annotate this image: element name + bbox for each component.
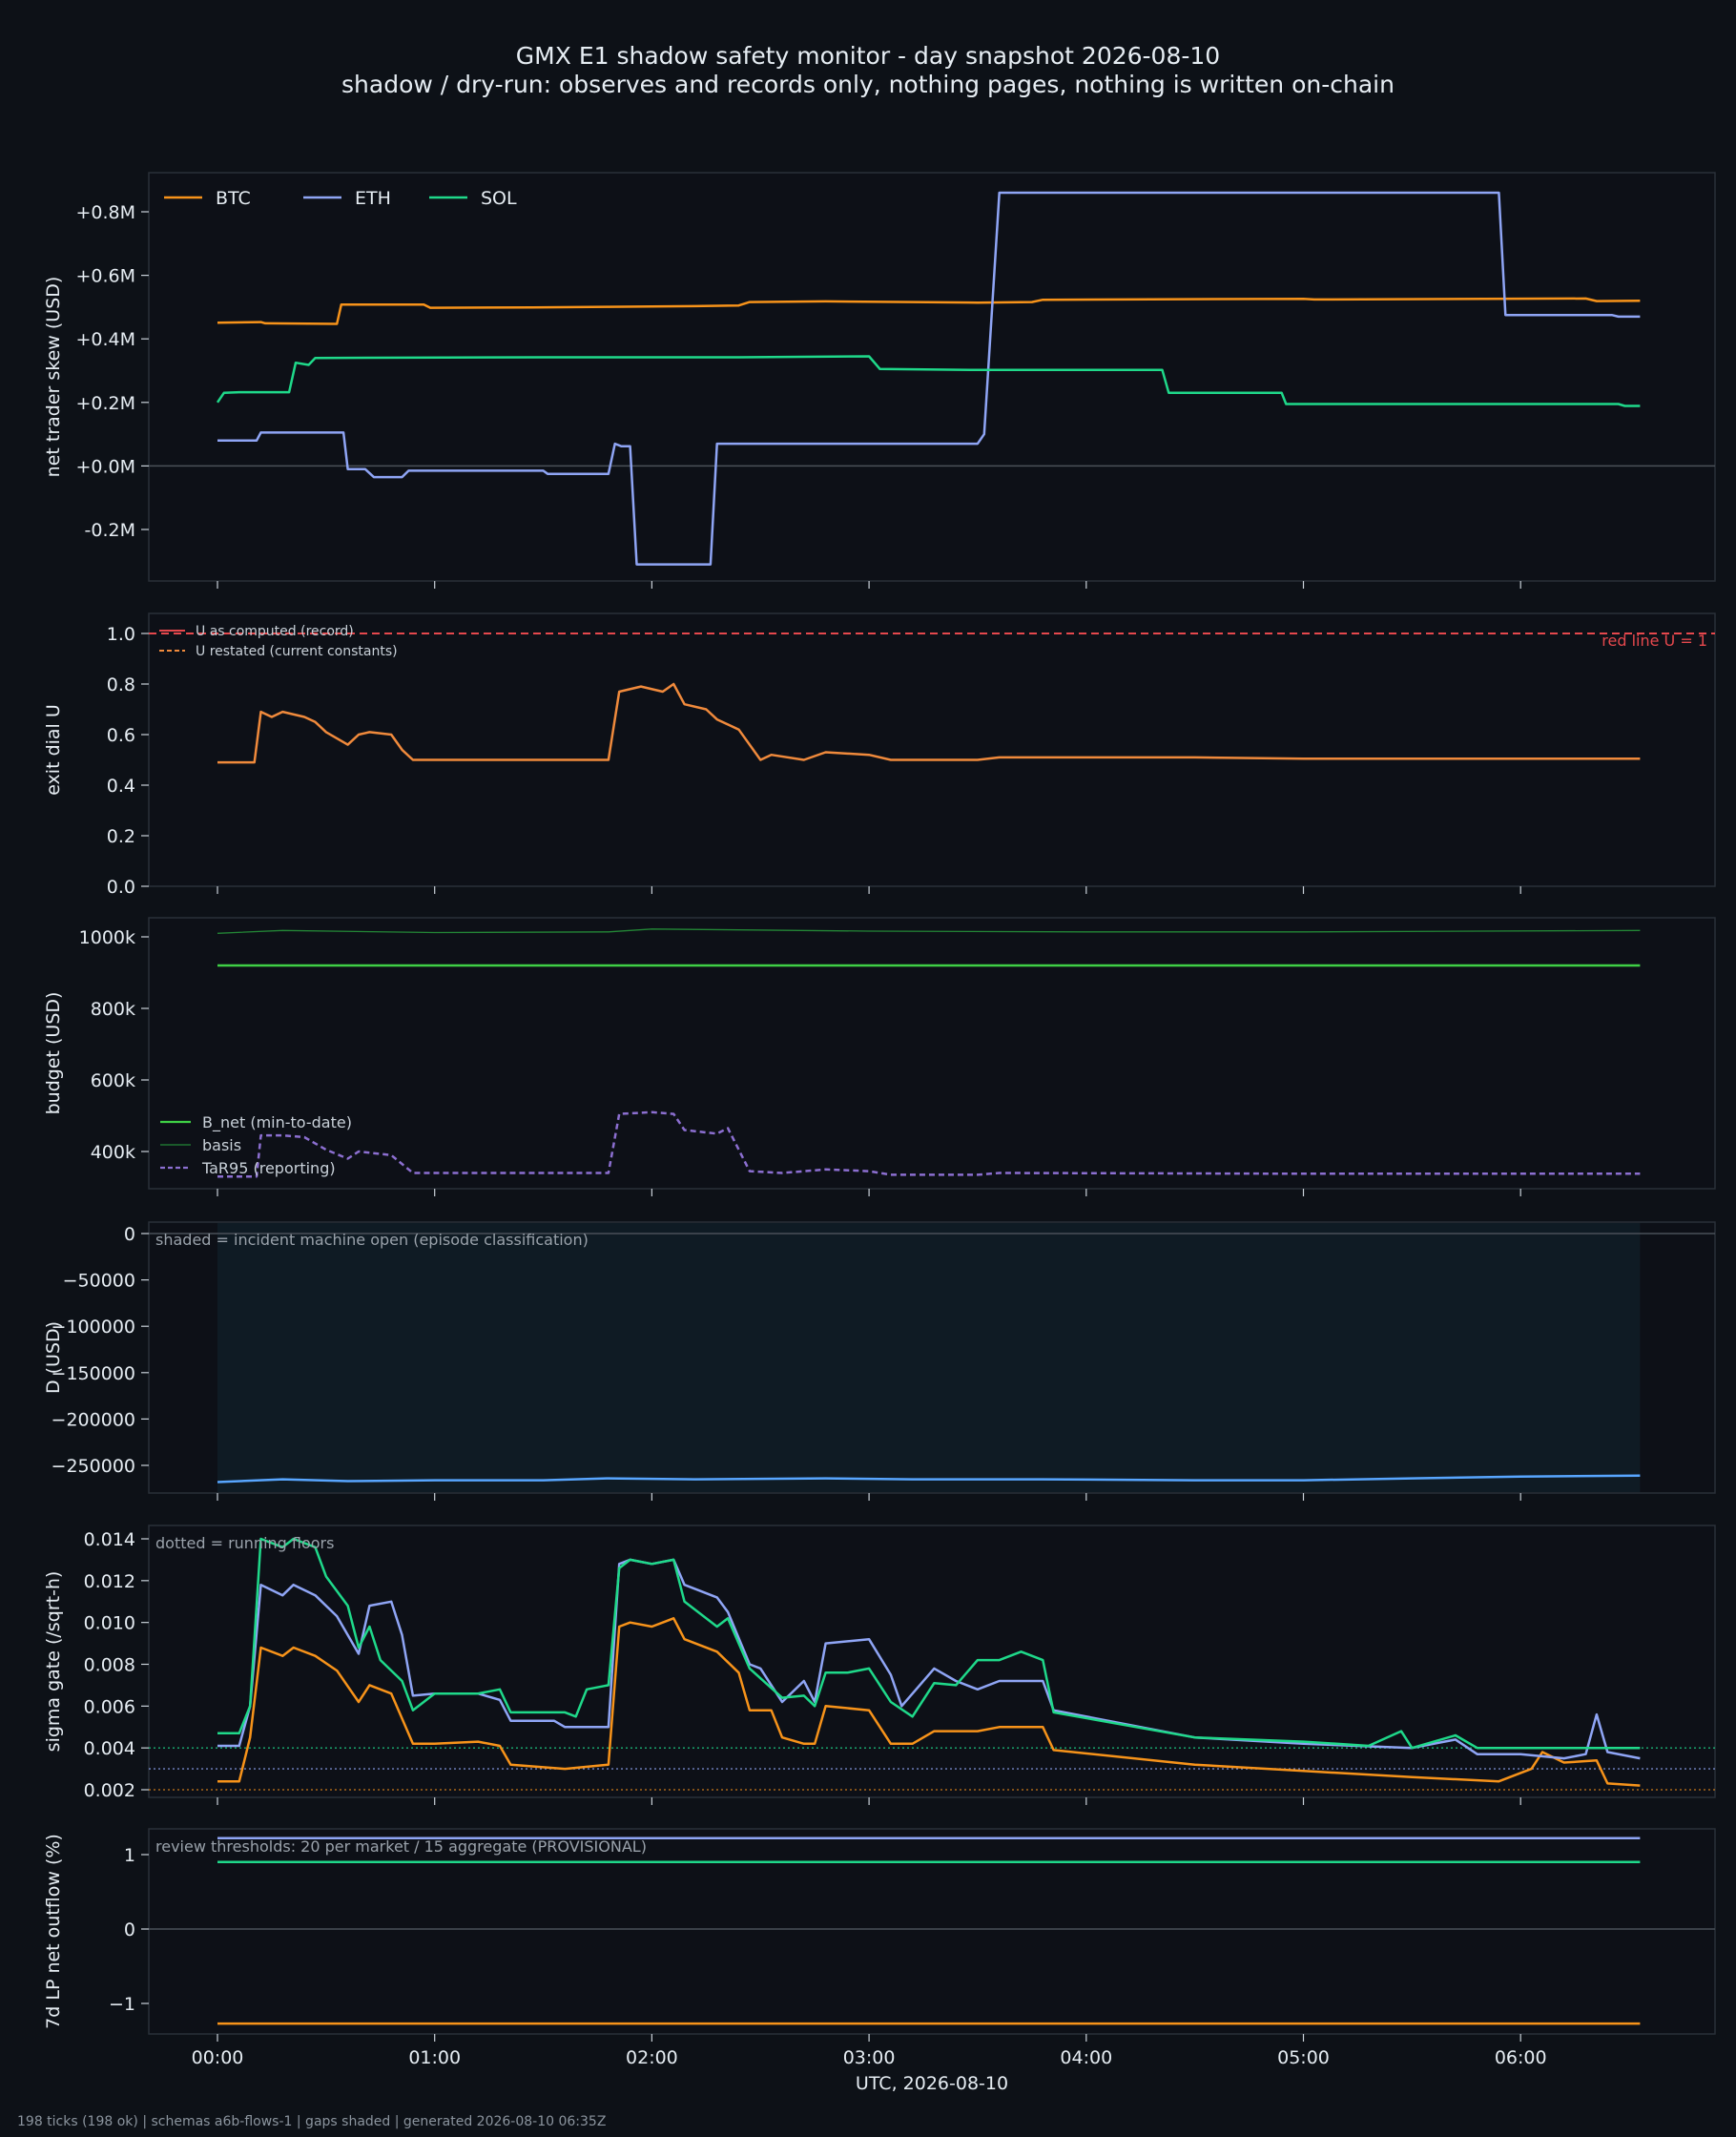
y-tick-label: 0.2 xyxy=(107,826,135,847)
y-tick-label: 0.4 xyxy=(107,776,135,797)
y-tick-label: 0.012 xyxy=(84,1571,135,1592)
y-tick-label: 0.8 xyxy=(107,674,135,695)
incident-shade xyxy=(217,1223,1641,1492)
y-axis-label: budget (USD) xyxy=(43,992,64,1115)
panel-note: review thresholds: 20 per market / 15 ag… xyxy=(155,1837,647,1856)
y-tick-label: 0.006 xyxy=(84,1696,135,1717)
y-tick-label: −50000 xyxy=(63,1271,135,1292)
y-tick-label: +0.8M xyxy=(75,202,135,223)
y-tick-label: −150000 xyxy=(52,1363,135,1384)
panel-exit_dial: 0.0 0.2 0.4 0.6 0.8 1.0 exit dial U red line U … xyxy=(43,612,1716,898)
panel-lp_outflow: −1 0 1 7d LP net outflow (%) review threshol… xyxy=(43,1828,1716,2042)
y-tick-label: 1 xyxy=(124,1845,135,1866)
y-tick-label: 0.008 xyxy=(84,1655,135,1676)
legend-label: ETH xyxy=(355,188,391,209)
y-tick-label: 0 xyxy=(124,1919,135,1940)
y-tick-label: +0.4M xyxy=(75,329,135,350)
panel-frame xyxy=(148,1828,1716,2035)
y-tick-label: 0.004 xyxy=(84,1738,135,1759)
y-tick-label: 0.014 xyxy=(84,1529,135,1550)
y-tick-label: -0.2M xyxy=(85,520,135,541)
legend-label: BTC xyxy=(216,188,251,209)
series-skew-eth xyxy=(217,191,1641,566)
y-tick-label: 0.0 xyxy=(107,877,135,898)
series-budget-tar95-reporting- xyxy=(217,1110,1641,1178)
panel-frame xyxy=(148,1525,1716,1798)
panel-frame xyxy=(148,917,1716,1190)
series-sigma_gate-btc xyxy=(217,1617,1641,1787)
series-drawdown-d xyxy=(217,1474,1641,1483)
legend-label: U restated (current constants) xyxy=(196,644,398,659)
y-tick-label: −100000 xyxy=(52,1317,135,1338)
y-tick-label: 600k xyxy=(91,1070,135,1091)
y-tick-label: 0.010 xyxy=(84,1613,135,1634)
panel-note: shaded = incident machine open (episode … xyxy=(155,1231,589,1249)
panel-drawdown: 0 −50000 −100000 −150000 −200000 −250000 D (US… xyxy=(43,1221,1716,1501)
red-line-label: red line U = 1 xyxy=(1602,632,1707,650)
x-tick-label: 00:00 xyxy=(192,2047,244,2068)
x-axis-label: UTC, 2026-08-10 xyxy=(856,2073,1008,2094)
x-tick-label: 01:00 xyxy=(408,2047,461,2068)
status-footer: 198 ticks (198 ok) | schemas a6b-flows-1… xyxy=(17,2114,607,2129)
series-skew-btc xyxy=(217,297,1641,325)
y-axis-label: sigma gate (/sqrt-h) xyxy=(43,1571,64,1753)
x-tick-label: 03:00 xyxy=(843,2047,896,2068)
series-exit_dial-u-restated-current-constants- xyxy=(217,682,1641,764)
chart-subtitle: shadow / dry-run: observes and records o… xyxy=(341,71,1395,98)
legend-label: U as computed (record) xyxy=(196,624,354,639)
y-tick-label: −1 xyxy=(109,1994,135,2015)
panel-budget: 400k 600k 800k 1000k budget (USD) B_net (min-… xyxy=(43,917,1716,1196)
series-budget-basis xyxy=(217,928,1641,934)
panel-frame xyxy=(148,172,1716,582)
y-axis-label: D (USD) xyxy=(43,1321,64,1394)
y-tick-label: 800k xyxy=(91,999,135,1020)
panel-frame xyxy=(148,612,1716,887)
y-tick-label: +0.0M xyxy=(75,456,135,477)
legend-label: TaR95 (reporting) xyxy=(201,1159,336,1177)
y-tick-label: −200000 xyxy=(52,1409,135,1430)
y-tick-label: +0.6M xyxy=(75,266,135,287)
chart-title: GMX E1 shadow safety monitor - day snaps… xyxy=(515,42,1221,70)
y-tick-label: 1.0 xyxy=(107,624,135,645)
panel-sigma_gate: 0.002 0.004 0.006 0.008 0.010 0.012 0.014 sigma… xyxy=(43,1525,1716,1805)
y-tick-label: 1000k xyxy=(79,927,135,948)
series-skew-sol xyxy=(216,355,1641,407)
panel-skew: -0.2M +0.0M +0.2M +0.4M +0.6M +0.8M net trader… xyxy=(43,172,1716,589)
legend-label: basis xyxy=(202,1136,241,1154)
y-tick-label: −250000 xyxy=(52,1456,135,1477)
y-tick-label: 400k xyxy=(91,1142,135,1163)
x-tick-label: 05:00 xyxy=(1277,2047,1330,2068)
y-axis-label: 7d LP net outflow (%) xyxy=(43,1834,64,2029)
y-tick-label: 0.6 xyxy=(107,725,135,746)
series-sigma_gate-sol xyxy=(217,1537,1641,1750)
panel-note: dotted = running floors xyxy=(155,1534,334,1552)
legend-label: SOL xyxy=(481,188,517,209)
legend-label: B_net (min-to-date) xyxy=(202,1113,352,1132)
x-tick-label: 06:00 xyxy=(1495,2047,1547,2068)
y-axis-label: net trader skew (USD) xyxy=(43,277,64,478)
x-tick-label: 04:00 xyxy=(1060,2047,1112,2068)
y-tick-label: 0.002 xyxy=(84,1780,135,1801)
y-tick-label: +0.2M xyxy=(75,393,135,414)
y-axis-label: exit dial U xyxy=(43,704,64,796)
y-tick-label: 0 xyxy=(124,1224,135,1245)
x-tick-label: 02:00 xyxy=(626,2047,678,2068)
